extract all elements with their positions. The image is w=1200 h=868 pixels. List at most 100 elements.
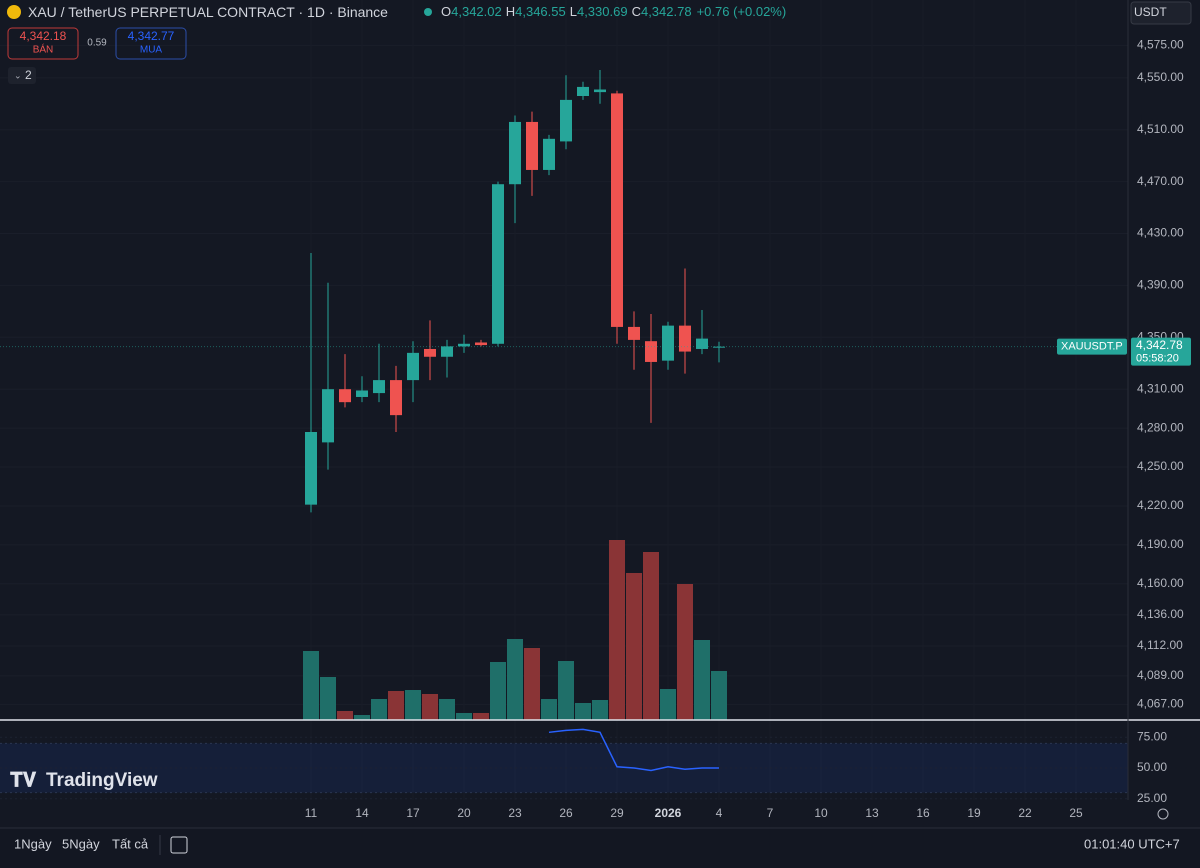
symbol-icon bbox=[7, 5, 21, 19]
y-tick-label: 4,067.00 bbox=[1137, 697, 1184, 711]
goto-date[interactable] bbox=[170, 836, 188, 854]
rsi-tick-label: 75.00 bbox=[1137, 729, 1167, 743]
buy-button[interactable] bbox=[115, 27, 187, 60]
volume-bar bbox=[626, 573, 642, 720]
ohlc-value: 4,342.02 bbox=[451, 4, 502, 19]
x-tick-label: 25 bbox=[1069, 806, 1083, 820]
volume-bar bbox=[303, 651, 319, 720]
ohlc-value: 4,342.78 bbox=[641, 4, 692, 19]
x-tick-label: 13 bbox=[865, 806, 879, 820]
candle-body bbox=[458, 343, 470, 347]
x-tick-label: 4 bbox=[716, 806, 723, 820]
x-tick-label: 10 bbox=[814, 806, 828, 820]
clock: 01:01:40 UTC+7 bbox=[1084, 836, 1180, 851]
y-tick-label: 4,250.00 bbox=[1137, 459, 1184, 473]
volume-bar bbox=[524, 648, 540, 720]
candle-body bbox=[492, 184, 504, 344]
y-tick-label: 4,550.00 bbox=[1137, 70, 1184, 84]
volume-bar bbox=[541, 699, 557, 720]
ohlc-key: H bbox=[506, 4, 515, 19]
candle-body bbox=[356, 390, 368, 397]
candle-body bbox=[475, 342, 487, 346]
volume-bar bbox=[558, 661, 574, 720]
ohlc-legend: O4,342.02 H4,346.55 L4,330.69 C4,342.78 +0.7… bbox=[441, 4, 786, 19]
volume-bar bbox=[507, 639, 523, 720]
y-tick-label: 4,390.00 bbox=[1137, 278, 1184, 292]
toolbar bbox=[0, 828, 1200, 868]
candle-body bbox=[441, 346, 453, 357]
indicator-count[interactable]: 2 bbox=[25, 68, 32, 82]
candle-body bbox=[339, 389, 351, 403]
range-button[interactable]: 1Ngày bbox=[14, 836, 52, 851]
volume-bar bbox=[490, 662, 506, 720]
y-tick-label: 4,310.00 bbox=[1137, 381, 1184, 395]
candle-body bbox=[560, 99, 572, 142]
volume-bar bbox=[592, 700, 608, 720]
candle-body bbox=[509, 121, 521, 185]
x-tick-label: 29 bbox=[610, 806, 624, 820]
price-tag bbox=[1131, 337, 1191, 366]
x-tick-label: 26 bbox=[559, 806, 573, 820]
volume-bar bbox=[660, 689, 676, 720]
price-tag-countdown: 05:58:20 bbox=[1136, 353, 1179, 365]
volume-bar bbox=[711, 671, 727, 720]
x-tick-label: 19 bbox=[967, 806, 981, 820]
y-tick-label: 4,190.00 bbox=[1137, 537, 1184, 551]
volume-bar bbox=[473, 713, 489, 720]
volume-bar bbox=[337, 711, 353, 720]
currency[interactable]: USDT bbox=[1134, 5, 1167, 19]
status-dot bbox=[424, 8, 432, 16]
x-tick-label: 23 bbox=[508, 806, 522, 820]
y-tick-label: 4,430.00 bbox=[1137, 226, 1184, 240]
y-tick-label: 4,510.00 bbox=[1137, 122, 1184, 136]
watermark: TradingView bbox=[46, 770, 158, 791]
candle-body bbox=[407, 352, 419, 381]
x-tick-label: 14 bbox=[355, 806, 369, 820]
y-tick-label: 4,160.00 bbox=[1137, 576, 1184, 590]
rsi-tick-label: 25.00 bbox=[1137, 791, 1167, 805]
y-tick-label: 4,280.00 bbox=[1137, 420, 1184, 434]
plot bbox=[0, 70, 1128, 800]
legend: XAU / TetherUS PERPETUAL CONTRACT · 1D ·… bbox=[28, 4, 388, 20]
sell-label[interactable]: BÁN bbox=[33, 43, 54, 56]
volume-bar bbox=[694, 640, 710, 720]
rsi-line bbox=[548, 728, 719, 772]
candle-body bbox=[662, 325, 674, 361]
tv-logo: 𝐓𝐕 bbox=[10, 769, 37, 791]
settings[interactable] bbox=[1157, 808, 1169, 820]
x-tick-label: 7 bbox=[767, 806, 774, 820]
volume-bar bbox=[422, 694, 438, 720]
volume-bar bbox=[677, 584, 693, 720]
sell-button[interactable] bbox=[7, 27, 79, 60]
volume-bar bbox=[388, 691, 404, 720]
y-tick-label: 4,470.00 bbox=[1137, 174, 1184, 188]
x-tick-label: 16 bbox=[916, 806, 930, 820]
x-tick-label: 22 bbox=[1018, 806, 1032, 820]
chevron: ⌄ bbox=[14, 70, 22, 80]
currency-select[interactable] bbox=[1130, 1, 1192, 25]
x-tick-label: 20 bbox=[457, 806, 471, 820]
candle-body bbox=[543, 138, 555, 170]
y-tick-label: 4,112.00 bbox=[1137, 638, 1183, 652]
volume-bar bbox=[575, 703, 591, 720]
candle-body bbox=[696, 338, 708, 349]
volume-bar bbox=[609, 540, 625, 720]
ohlc-key: O bbox=[441, 4, 451, 19]
volume-bar bbox=[354, 715, 370, 720]
buy-price[interactable]: 4,342.77 bbox=[128, 29, 175, 43]
candle-body bbox=[424, 348, 436, 357]
rsi-band bbox=[0, 743, 1128, 793]
indicator-toggle[interactable] bbox=[8, 67, 36, 84]
ohlc-key: L bbox=[570, 4, 577, 19]
range-button[interactable]: 5Ngày bbox=[62, 836, 100, 851]
buy-label[interactable]: MUA bbox=[140, 45, 163, 56]
sell-price[interactable]: 4,342.18 bbox=[20, 29, 67, 43]
volume-bar bbox=[405, 690, 421, 720]
candle-body bbox=[679, 325, 691, 352]
range-button[interactable]: Tất cả bbox=[112, 836, 149, 851]
volume-bar bbox=[320, 677, 336, 720]
price-tag-price: 4,342.78 bbox=[1136, 338, 1183, 352]
candle-body bbox=[305, 432, 317, 505]
